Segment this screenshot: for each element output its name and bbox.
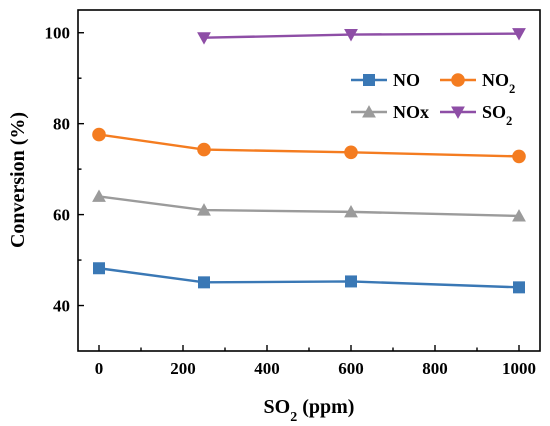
y-axis-label: Conversion (%) <box>7 112 29 248</box>
data-point <box>197 203 211 216</box>
data-point <box>197 32 211 45</box>
series-so2 <box>197 28 526 45</box>
x-tick-label: 400 <box>254 359 280 378</box>
data-point <box>513 281 525 294</box>
series-nox <box>92 189 526 222</box>
data-point <box>512 28 526 41</box>
data-point <box>345 275 357 288</box>
legend-label: NO <box>393 70 420 90</box>
legend-label: NOx <box>393 102 429 122</box>
legend-label: SO2 <box>482 102 512 128</box>
legend-label: NO2 <box>482 70 515 96</box>
legend-marker <box>451 106 465 119</box>
legend: NO NO2 NOx SO2 <box>351 70 515 128</box>
series-line <box>98 133 520 158</box>
x-tick-label: 200 <box>170 359 196 378</box>
legend-item-no2: NO2 <box>440 70 515 96</box>
x-axis-label: SO2 (ppm) <box>264 396 355 425</box>
data-point <box>344 29 358 42</box>
y-tick-label: 100 <box>45 24 71 43</box>
x-tick-label: 1000 <box>502 359 536 378</box>
data-point <box>512 209 526 222</box>
data-point <box>344 145 358 160</box>
legend-item-so2: SO2 <box>440 102 512 128</box>
x-axis-tick-labels: 0 200 400 600 800 1000 <box>95 359 536 378</box>
legend-item-nox: NOx <box>351 102 429 122</box>
data-point <box>93 262 105 275</box>
data-point <box>512 149 526 164</box>
series-line <box>203 32 520 39</box>
series-line <box>98 267 520 289</box>
data-point <box>92 127 106 142</box>
y-axis-tick-labels: 40 60 80 100 <box>45 24 71 316</box>
x-tick-label: 600 <box>338 359 364 378</box>
series-line <box>98 195 520 218</box>
y-tick-label: 40 <box>53 297 70 316</box>
data-point <box>198 276 210 289</box>
data-point <box>92 189 106 202</box>
data-series <box>92 28 526 294</box>
data-point <box>197 142 211 157</box>
series-no <box>93 262 525 294</box>
legend-marker <box>362 105 376 118</box>
plot-frame <box>77 9 541 352</box>
y-tick-label: 60 <box>53 206 70 225</box>
y-axis-ticks <box>78 32 84 307</box>
legend-marker <box>363 74 375 86</box>
x-axis-ticks <box>98 345 520 351</box>
x-tick-label: 0 <box>95 359 104 378</box>
series-no2 <box>92 127 526 164</box>
legend-item-no: NO <box>351 70 420 90</box>
data-point <box>344 204 358 218</box>
x-tick-label: 800 <box>422 359 448 378</box>
y-tick-label: 80 <box>53 115 70 134</box>
legend-marker <box>451 73 465 87</box>
